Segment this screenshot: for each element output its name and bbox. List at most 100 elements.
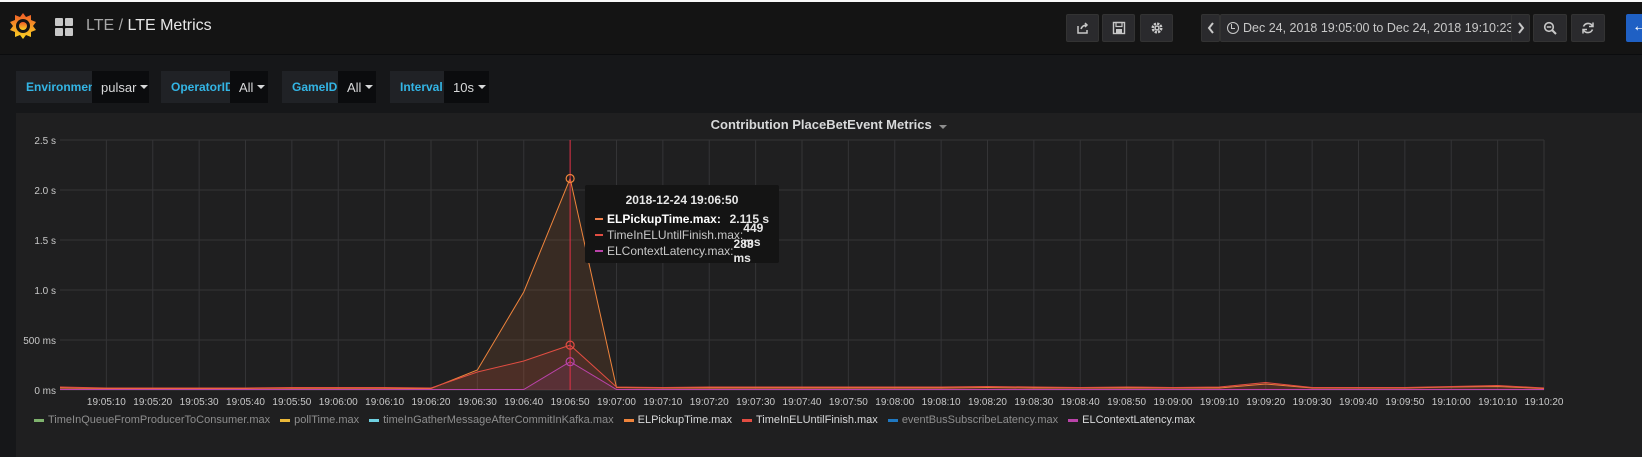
var-select-gameid[interactable]: All	[338, 71, 376, 103]
graph-legend: TimeInQueueFromProducerToConsumer.max po…	[34, 414, 1205, 426]
graph-canvas[interactable]: 0 ms 500 ms 1.0 s 1.5 s 2.0 s 2.5 s 19:05:10 19…	[0, 113, 1642, 413]
x-tick-label: 19:06:20	[412, 397, 451, 408]
tooltip-series-name: ELContextLatency.max:	[607, 244, 734, 258]
var-select-interval[interactable]: 10s	[444, 71, 489, 103]
x-tick-label: 19:05:10	[87, 397, 126, 408]
tooltip-series-value: 449 ms	[743, 221, 764, 249]
x-tick-label: 19:05:30	[180, 397, 219, 408]
chevron-left-icon	[1207, 22, 1214, 34]
x-tick-label: 19:07:30	[736, 397, 775, 408]
series-line	[60, 361, 1544, 390]
x-tick-label: 19:08:50	[1107, 397, 1146, 408]
series-line	[59, 176, 1545, 390]
var-select-operatorid[interactable]: All	[230, 71, 268, 103]
grafana-logo-icon[interactable]	[8, 11, 38, 41]
share-button[interactable]	[1066, 14, 1099, 42]
var-select-environment[interactable]: pulsar	[92, 71, 149, 103]
x-tick-label: 19:09:30	[1293, 397, 1332, 408]
x-tick-label: 19:06:50	[551, 397, 590, 408]
breadcrumb[interactable]: LTE / LTE Metrics	[86, 17, 212, 35]
series-swatch	[280, 418, 291, 422]
caret-down-icon	[257, 85, 266, 89]
x-tick-label: 19:09:10	[1200, 397, 1239, 408]
series-swatch	[623, 418, 634, 422]
var-value-gameid: All	[347, 79, 362, 95]
y-tick-label: 2.5 s	[34, 136, 56, 147]
tooltip-series-name: ELPickupTime.max:	[607, 212, 721, 226]
time-range-label: Dec 24, 2018 19:05:00 to Dec 24, 2018 19…	[1243, 21, 1514, 35]
legend-label: pollTime.max	[294, 414, 360, 426]
hover-point	[565, 173, 575, 184]
time-shift-forward-button[interactable]	[1511, 14, 1530, 42]
x-tick-label: 19:05:50	[272, 397, 311, 408]
var-value-operatorid: All	[239, 79, 254, 95]
breadcrumb-folder[interactable]: LTE /	[86, 17, 124, 34]
exit-back-button[interactable]: ←	[1626, 14, 1642, 42]
legend-item[interactable]: ELPickupTime.max	[623, 414, 732, 426]
x-tick-label: 19:06:00	[319, 397, 358, 408]
dashboards-grid-icon[interactable]	[55, 18, 73, 36]
legend-item[interactable]: TimeInELUntilFinish.max	[741, 414, 878, 426]
legend-label: eventBusSubscribeLatency.max	[901, 414, 1059, 426]
tooltip-row: TimeInELUntilFinish.max: 449 ms	[595, 221, 769, 249]
time-shift-back-button[interactable]	[1201, 14, 1220, 42]
x-tick-label: 19:09:00	[1154, 397, 1193, 408]
series-swatch	[1068, 418, 1079, 422]
x-tick-label: 19:08:20	[968, 397, 1007, 408]
top-border	[0, 0, 1642, 2]
legend-label: TimeInELUntilFinish.max	[755, 414, 878, 426]
x-tick-label: 19:06:30	[458, 397, 497, 408]
panel-title-text: Contribution PlaceBetEvent Metrics	[710, 117, 932, 132]
var-value-environment: pulsar	[101, 79, 137, 95]
x-tick-label: 19:09:50	[1385, 397, 1424, 408]
zoom-out-button[interactable]	[1533, 14, 1567, 42]
y-tick-label: 1.0 s	[34, 286, 56, 297]
series-swatch	[34, 418, 44, 422]
x-tick-label: 19:09:20	[1246, 397, 1285, 408]
var-value-interval: 10s	[453, 79, 474, 95]
series-swatch	[595, 218, 603, 220]
legend-item[interactable]: eventBusSubscribeLatency.max	[887, 414, 1059, 426]
x-tick-label: 19:10:20	[1525, 397, 1564, 408]
time-range-picker[interactable]: Dec 24, 2018 19:05:00 to Dec 24, 2018 19…	[1220, 14, 1519, 42]
hover-point	[565, 340, 575, 350]
series-swatch	[741, 418, 752, 422]
x-tick-label: 19:07:50	[829, 397, 868, 408]
legend-label: TimeInQueueFromProducerToConsumer.max	[48, 414, 271, 426]
legend-item[interactable]: pollTime.max	[280, 414, 359, 426]
legend-label: ELContextLatency.max	[1082, 414, 1196, 426]
legend-label: timeInGatherMessageAfterCommitInKafka.ma…	[383, 414, 614, 426]
legend-label: ELPickupTime.max	[637, 414, 732, 426]
caret-down-icon	[365, 85, 374, 89]
series-swatch	[595, 250, 603, 252]
x-tick-label: 19:10:10	[1478, 397, 1517, 408]
series-swatch	[595, 234, 603, 236]
tooltip-series-value: 283 ms	[733, 237, 754, 265]
save-icon	[1112, 21, 1125, 35]
legend-item[interactable]: timeInGatherMessageAfterCommitInKafka.ma…	[369, 414, 614, 426]
save-dashboard-button[interactable]	[1102, 14, 1135, 42]
x-tick-label: 19:06:10	[365, 397, 404, 408]
legend-item[interactable]: ELContextLatency.max	[1068, 414, 1195, 426]
hover-point	[565, 357, 575, 367]
x-tick-label: 19:05:40	[226, 397, 265, 408]
refresh-button[interactable]	[1571, 14, 1605, 42]
x-tick-label: 19:08:00	[875, 397, 914, 408]
tooltip-row: ELContextLatency.max: 283 ms	[595, 237, 769, 265]
gear-icon	[1151, 22, 1162, 34]
x-tick-label: 19:06:40	[504, 397, 543, 408]
panel-title[interactable]: Contribution PlaceBetEvent Metrics	[16, 117, 1642, 132]
page-title[interactable]: LTE Metrics	[127, 17, 212, 34]
settings-button[interactable]	[1140, 14, 1173, 42]
caret-down-icon	[140, 85, 149, 89]
x-tick-label: 19:08:30	[1014, 397, 1053, 408]
x-tick-label: 19:07:10	[643, 397, 682, 408]
x-tick-label: 19:10:00	[1432, 397, 1471, 408]
legend-item[interactable]: TimeInQueueFromProducerToConsumer.max	[34, 414, 270, 426]
zoom-out-icon	[1543, 21, 1557, 35]
tooltip-series-name: TimeInELUntilFinish.max:	[607, 228, 744, 242]
var-label-environment: Environment	[16, 71, 99, 103]
refresh-icon	[1582, 22, 1594, 34]
series-swatch	[369, 418, 380, 422]
x-tick-label: 19:09:40	[1339, 397, 1378, 408]
